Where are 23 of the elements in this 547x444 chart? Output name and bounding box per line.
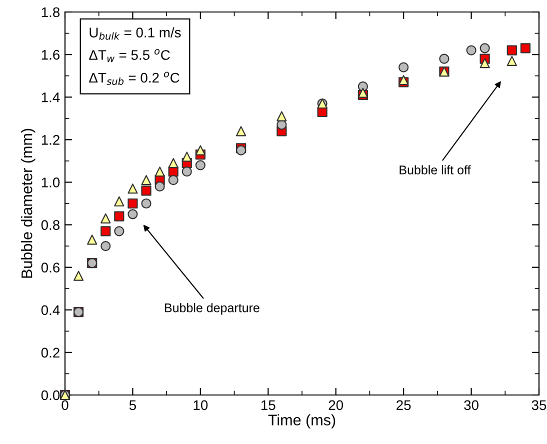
x-tick-label: 15: [261, 400, 276, 410]
x-tick-label: 30: [464, 400, 478, 410]
text: U$_{bulk}$ = 0.1 m/s ΔT$_{w}$ = 5.5 $^{o}$C ΔT$_{sub}$ = 0.2 $^{o}$C: [89, 27, 181, 85]
y-axis-title: Bubble diameter (mm): [21, 128, 36, 278]
y-tick-label: 1.8: [42, 7, 60, 18]
y-tick-label: 1.4: [42, 92, 60, 102]
x-tick-label: 0: [62, 400, 68, 410]
x-tick-label: 10: [194, 400, 208, 410]
y-tick-label: 1.0: [42, 178, 60, 188]
y-tick-label: 0.0: [41, 390, 60, 400]
x-axis-title: Time (ms): [268, 414, 336, 428]
x-tick-label: 5: [129, 400, 136, 410]
x-tick-label: 35: [532, 400, 546, 410]
y-tick-label: 0.4: [41, 305, 60, 316]
x-tick-label: 25: [396, 400, 411, 410]
annotation: Bubble lift off: [400, 165, 471, 174]
annotation: Bubble departure: [165, 303, 260, 315]
y-tick-label: 0.6: [41, 262, 60, 273]
y-tick-label: 0.2: [41, 348, 60, 358]
y-tick-label: 1.2: [42, 135, 60, 145]
y-tick-label: 1.6: [42, 50, 60, 60]
y-tick-label: 0.8: [41, 220, 60, 230]
x-tick-label: 20: [328, 400, 344, 410]
